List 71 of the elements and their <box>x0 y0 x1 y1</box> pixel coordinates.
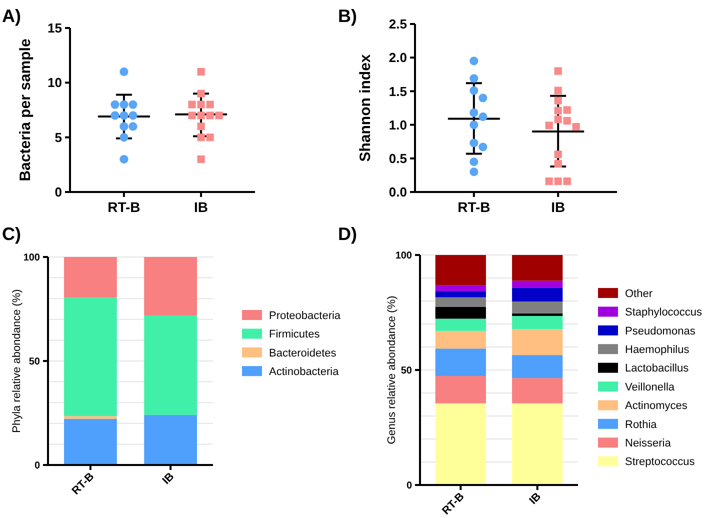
legend-label: Pseudomonas <box>625 325 696 338</box>
bar <box>512 403 563 485</box>
y-tick-label: 0.0 <box>388 184 407 200</box>
bar <box>512 280 563 288</box>
bar <box>435 297 486 307</box>
bar <box>435 376 486 404</box>
y-tick-label: 50 <box>400 366 412 376</box>
bar <box>144 414 197 465</box>
bar <box>512 255 563 281</box>
y-tick-label: 2.5 <box>388 16 407 32</box>
bar <box>512 313 563 316</box>
y-tick-label: 0.5 <box>388 150 407 166</box>
bar <box>435 403 486 485</box>
bar <box>435 330 486 349</box>
y-tick-label: 5 <box>54 130 62 145</box>
bar <box>144 315 197 415</box>
legend-label: Firmicutes <box>269 328 320 341</box>
y-tick-label: 50 <box>28 356 40 368</box>
chart-title: D) <box>338 224 357 244</box>
y-tick-label: 0 <box>54 184 62 200</box>
legend-label: Rothia <box>625 418 658 431</box>
legend-label: Actinobacteria <box>269 366 340 378</box>
x-tick-label: RT-B <box>108 199 140 215</box>
y-tick-label: 1.5 <box>388 84 407 99</box>
legend-label: Staphylococcus <box>625 306 703 319</box>
bar <box>435 318 486 331</box>
bar <box>435 348 486 376</box>
y-axis-title: Phyla relative abondance (%) <box>11 289 23 433</box>
bar <box>512 301 563 314</box>
y-axis-title: Shannon index <box>357 54 374 162</box>
bar <box>512 288 563 302</box>
x-tick-label: RT-B <box>458 199 490 215</box>
legend-label: Bacteroidetes <box>269 347 337 360</box>
y-axis-title: Bacteria per sample <box>17 38 34 182</box>
bar <box>64 298 117 416</box>
y-tick-label: 2.0 <box>388 50 407 66</box>
legend-label: Neisseria <box>625 437 672 450</box>
y-tick-label: 0 <box>34 460 40 472</box>
chart-title: A) <box>2 6 21 26</box>
bar <box>64 416 117 419</box>
y-tick-label: 100 <box>395 250 412 262</box>
y-tick-label: 0 <box>406 480 412 492</box>
bar <box>64 418 117 465</box>
bar <box>512 329 563 356</box>
bar <box>435 291 486 298</box>
y-axis-title: Genus relative abondance (%) <box>386 296 398 444</box>
y-tick-label: 100 <box>23 252 40 264</box>
bar <box>435 255 486 286</box>
legend-label: Other <box>625 288 653 300</box>
x-tick-label: IB <box>527 490 544 507</box>
bar <box>64 257 117 298</box>
legend-label: Proteobacteria <box>269 310 342 322</box>
bar <box>435 285 486 292</box>
chart-title: B) <box>338 6 357 26</box>
x-tick-label: IB <box>194 199 208 215</box>
legend-label: Veillonella <box>625 381 676 394</box>
y-tick-label: 1.0 <box>388 117 407 132</box>
legend-label: Streptococcus <box>625 456 696 468</box>
bar <box>512 316 563 330</box>
bar <box>435 306 486 319</box>
bar <box>512 378 563 404</box>
legend-label: Lactobacillus <box>625 362 690 375</box>
x-tick-label: IB <box>551 199 566 215</box>
y-tick-label: 15 <box>48 20 62 36</box>
chart-title: C) <box>2 224 21 244</box>
y-tick-label: 10 <box>48 75 62 90</box>
legend-label: Actinomyces <box>625 400 688 412</box>
bar <box>144 257 197 316</box>
x-tick-label: IB <box>160 470 177 487</box>
legend-label: Haemophilus <box>625 344 690 356</box>
bar <box>512 355 563 378</box>
